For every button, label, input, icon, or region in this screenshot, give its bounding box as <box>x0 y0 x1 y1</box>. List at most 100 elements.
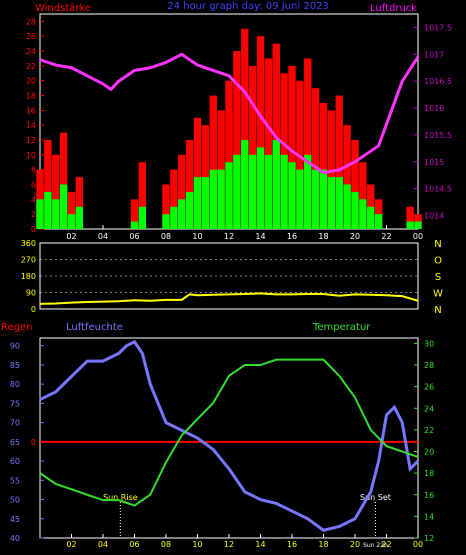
humidity-tick-label: 65 <box>10 438 20 447</box>
humidity-title: Luftfeuchte <box>66 322 123 333</box>
wind-tick-label: 28 <box>26 17 36 26</box>
wind-x-tick-label: 10 <box>192 232 202 241</box>
gust-bar <box>233 51 241 229</box>
wind-bar <box>280 154 288 229</box>
temperature-tick-label: 14 <box>424 512 434 521</box>
wind-bar <box>67 214 76 229</box>
gust-bar <box>359 162 367 229</box>
humidity-tick-label: 80 <box>10 380 20 389</box>
wind-bar <box>311 169 320 229</box>
temp-x-tick-label: 22 <box>381 540 391 549</box>
temperature-tick-label: 18 <box>424 469 434 478</box>
direction-tick-label: 270 <box>21 256 36 265</box>
temp-x-tick-label: 02 <box>66 540 76 549</box>
wind-x-tick-label: 04 <box>98 232 108 241</box>
pressure-tick-label: 1017.5 <box>424 23 452 32</box>
wind-bar <box>217 169 225 229</box>
temp-x-tick-label: 06 <box>129 540 139 549</box>
temperature-line <box>39 358 419 507</box>
wind-bar <box>335 177 343 229</box>
gust-bar <box>264 58 273 229</box>
temperature-tick-label: 16 <box>424 491 434 500</box>
wind-tick-label: 22 <box>26 62 36 71</box>
direction-tick-label: 0 <box>31 305 36 314</box>
wind-bar <box>52 199 60 229</box>
wind-tick-label: 10 <box>26 151 36 160</box>
sunrise-label: Sun Rise <box>103 493 138 502</box>
wind-bar <box>367 206 375 229</box>
gust-bar <box>59 132 68 229</box>
gust-bar <box>67 191 76 229</box>
gust-bar <box>209 95 217 229</box>
gust-bar <box>178 154 186 229</box>
humidity-tick-label: 45 <box>10 515 20 524</box>
gust-bar <box>44 140 52 229</box>
pressure-tick-label: 1017 <box>424 50 444 59</box>
gust-bar <box>327 110 336 229</box>
wind-bar <box>351 191 359 229</box>
direction-tick-label: 90 <box>26 289 36 298</box>
gust-bar <box>351 140 359 229</box>
wind-bar <box>178 199 186 229</box>
gust-bar <box>248 65 257 230</box>
temperature-tick-label: 12 <box>424 534 434 543</box>
wind-x-tick-label: 08 <box>161 232 171 241</box>
wind-bar <box>233 154 241 229</box>
humidity-tick-label: 60 <box>10 457 20 466</box>
wind-strength-title: Windstärke <box>35 3 91 14</box>
temperature-tick-label: 30 <box>424 339 434 348</box>
gust-bar <box>304 58 312 229</box>
air-pressure-title: Luftdruck <box>370 3 417 14</box>
wind-bar <box>304 154 312 229</box>
gust-bar <box>185 140 194 229</box>
wind-bar <box>264 154 273 229</box>
wind-bar <box>193 177 202 229</box>
wind-x-tick-label: 18 <box>318 232 328 241</box>
wind-tick-label: 20 <box>26 77 36 86</box>
wind-bar <box>248 154 257 229</box>
gust-bar <box>138 162 147 229</box>
humidity-line <box>39 339 420 532</box>
gust-bar <box>256 36 265 229</box>
gust-bar <box>52 154 60 229</box>
compass-label: S <box>435 272 441 283</box>
wind-bar <box>374 214 383 229</box>
gust-bar <box>288 65 296 230</box>
pressure-tick-label: 1014.5 <box>424 185 452 194</box>
gust-bar <box>319 102 328 229</box>
gust-bar <box>36 169 44 229</box>
wind-bar <box>170 206 178 229</box>
gust-bar <box>343 125 351 229</box>
wind-bar <box>359 199 367 229</box>
wind-bar <box>138 206 147 229</box>
pressure-line <box>39 52 420 175</box>
humidity-tick-label: 50 <box>10 496 20 505</box>
wind-bar <box>36 199 44 229</box>
temp-x-tick-label: 20 <box>350 540 360 549</box>
wind-x-tick-label: 20 <box>350 232 360 241</box>
compass-label: O <box>434 256 442 267</box>
wind-tick-label: 14 <box>26 121 36 130</box>
wind-tick-label: 8 <box>31 166 36 175</box>
wind-x-tick-label: 00 <box>413 232 423 241</box>
temperature-tick-label: 24 <box>424 404 434 413</box>
temperature-tick-label: 22 <box>424 426 434 435</box>
wind-bar <box>44 191 52 229</box>
gust-bar <box>193 117 202 229</box>
wind-x-tick-label: 06 <box>129 232 139 241</box>
wind-bar <box>272 140 280 229</box>
compass-label: W <box>433 289 443 300</box>
wind-bar <box>288 162 296 229</box>
graph-title: 24 hour graph day: 09 Juni 2023 <box>167 1 329 12</box>
wind-bar <box>414 221 422 229</box>
gust-bar <box>130 199 139 229</box>
wind-x-tick-label: 16 <box>287 232 297 241</box>
direction-line <box>39 292 419 305</box>
sunset-label: Sun Set <box>360 493 391 502</box>
wind-x-tick-label: 02 <box>66 232 76 241</box>
wind-tick-label: 16 <box>26 106 36 115</box>
wind-tick-label: 24 <box>26 47 36 56</box>
gust-bar <box>241 28 249 229</box>
humidity-tick-label: 55 <box>10 476 20 485</box>
